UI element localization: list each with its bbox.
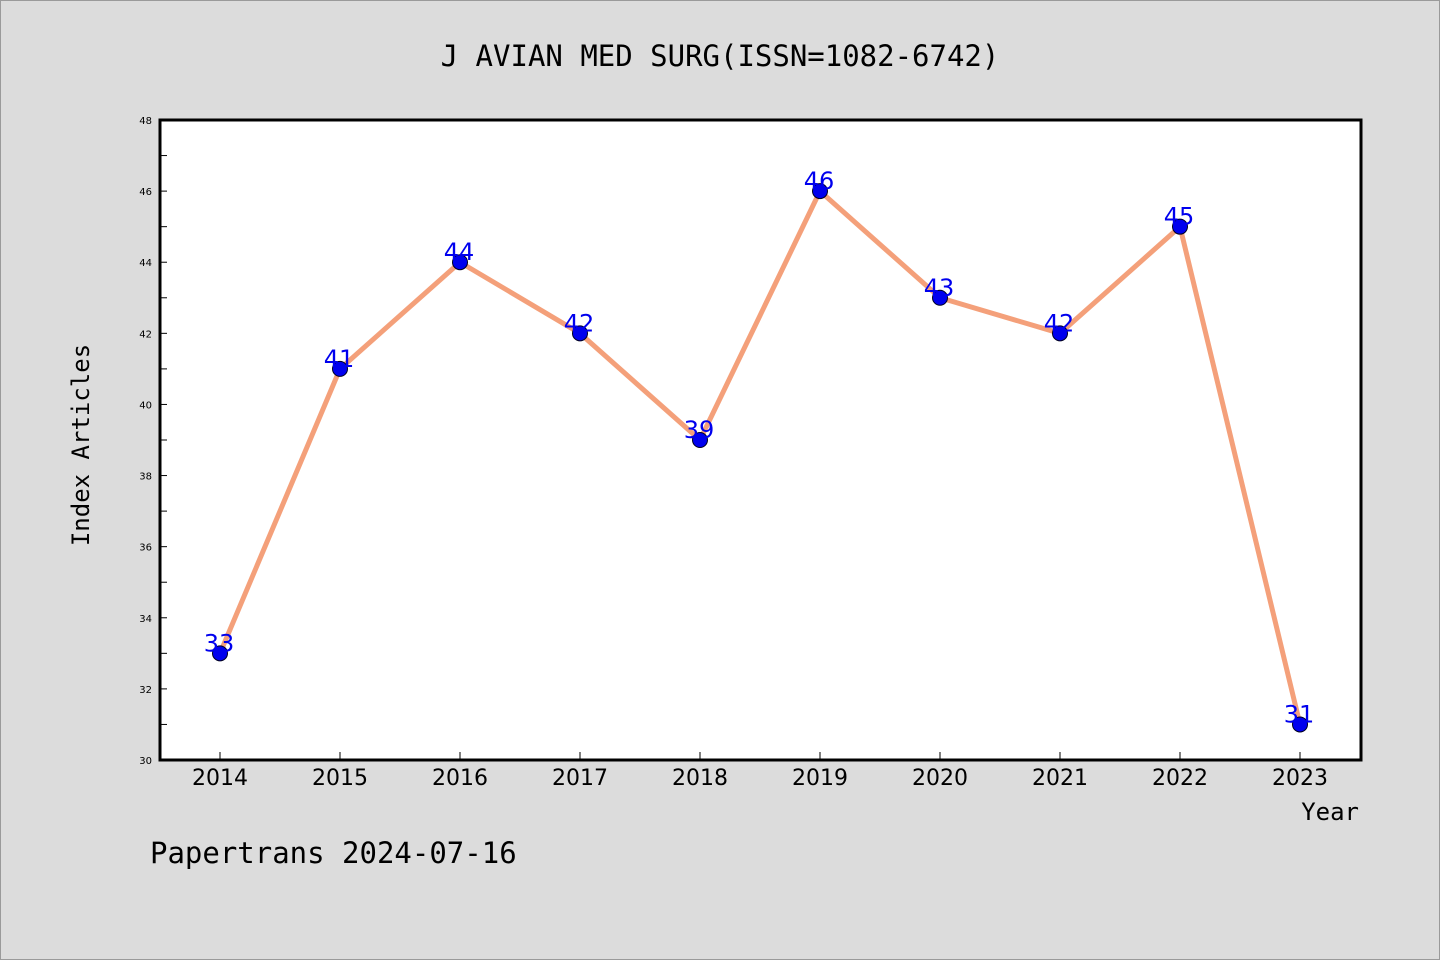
y-tick-label: 30 — [139, 756, 152, 767]
y-tick-label: 46 — [139, 187, 152, 198]
data-point — [932, 289, 948, 306]
y-tick-label: 34 — [139, 614, 152, 625]
x-tick-label: 2015 — [312, 766, 368, 791]
y-tick-label: 38 — [139, 472, 152, 483]
data-label: 44 — [444, 238, 475, 266]
data-point — [452, 254, 468, 271]
data-label: 45 — [1164, 203, 1195, 231]
data-point — [1292, 716, 1308, 733]
x-tick-label: 2019 — [792, 766, 848, 791]
series-line-group — [217, 188, 1303, 726]
x-tick-label: 2021 — [1032, 766, 1088, 791]
y-tick-label: 48 — [139, 116, 152, 127]
data-point — [812, 183, 828, 200]
x-tick-label: 2014 — [192, 766, 248, 791]
data-point — [332, 360, 348, 377]
data-label: 46 — [804, 167, 835, 195]
y-tick-label: 32 — [139, 685, 152, 696]
y-axis: 30 32 34 36 38 40 42 44 46 48 — [139, 116, 167, 767]
data-label: 39 — [684, 416, 715, 444]
series-line — [217, 188, 1303, 726]
data-label: 41 — [324, 345, 355, 373]
y-axis-title: Index Articles — [67, 344, 95, 546]
x-axis-title: Year — [1301, 798, 1359, 826]
data-label: 31 — [1284, 700, 1315, 728]
chart-title: J AVIAN MED SURG(ISSN=1082-6742) — [441, 39, 1000, 73]
data-labels: 33 41 44 42 39 46 43 42 45 31 — [204, 167, 1315, 728]
x-tick-label: 2020 — [912, 766, 968, 791]
y-tick-label: 40 — [139, 400, 152, 411]
data-point — [212, 645, 228, 662]
x-axis: 2014 2015 2016 2017 2018 2019 2020 2021 2022 2023 — [192, 752, 1328, 791]
x-tick-label: 2022 — [1152, 766, 1208, 791]
data-label: 42 — [1044, 309, 1075, 337]
y-tick-label: 36 — [139, 543, 152, 554]
y-tick-label: 44 — [139, 258, 152, 269]
x-tick-label: 2016 — [432, 766, 488, 791]
data-point — [1052, 325, 1068, 342]
footer-watermark: Papertrans 2024-07-16 — [150, 836, 517, 870]
x-tick-label: 2018 — [672, 766, 728, 791]
data-point — [692, 432, 708, 448]
data-label: 43 — [924, 274, 955, 302]
data-label: 33 — [204, 629, 235, 657]
data-label: 42 — [564, 309, 595, 337]
data-point — [572, 325, 588, 342]
x-tick-label: 2017 — [552, 766, 608, 791]
plot-area — [158, 118, 1363, 762]
y-tick-label: 42 — [139, 329, 152, 340]
data-point — [1172, 218, 1188, 235]
x-tick-label: 2023 — [1272, 766, 1328, 791]
series-markers — [212, 183, 1308, 733]
